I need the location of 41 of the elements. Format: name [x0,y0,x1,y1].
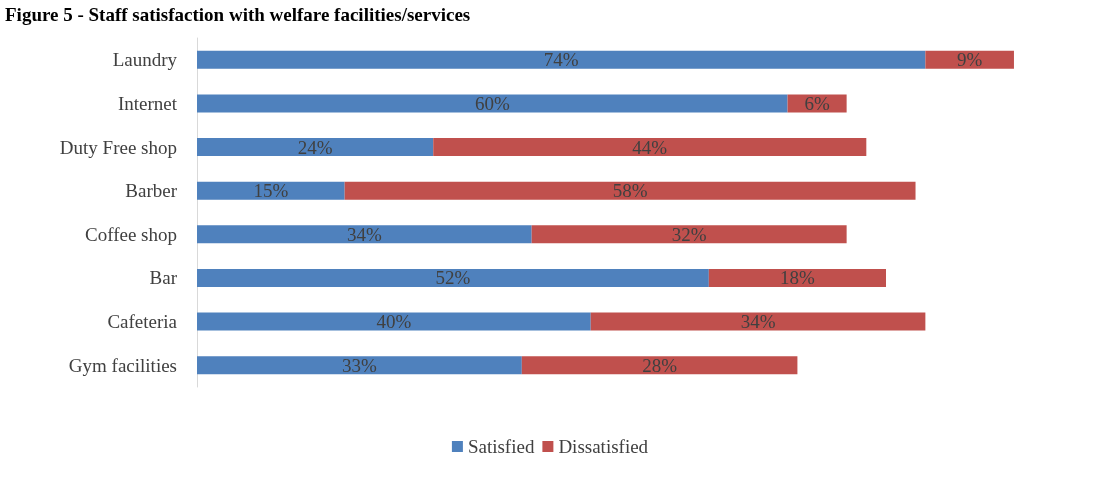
bar [197,50,926,69]
bar [433,138,867,157]
data-label: 52% [435,267,471,289]
bar [197,225,532,244]
bar [197,94,788,113]
data-label: 24% [297,136,333,158]
data-label: 60% [474,92,510,114]
data-label: 58% [612,180,648,202]
data-label: 18% [780,267,815,289]
y-tick-label: Internet [117,92,178,114]
bar [521,356,798,375]
data-label: 28% [642,354,678,376]
bar [590,312,926,331]
y-tick-label: Coffee shop [85,223,177,245]
chart-title: Figure 5 - Staff satisfaction with welfare facilities/services [5,4,471,25]
data-label: 9% [957,49,983,71]
bar [708,268,886,287]
data-label: 15% [253,180,289,202]
y-tick-label: Laundry [112,49,178,71]
bar [197,181,345,200]
bar [197,356,522,375]
data-label: 6% [804,92,830,114]
data-label: 40% [376,311,412,333]
bar [344,181,916,200]
data-label: 74% [543,49,579,71]
data-label: 33% [341,354,377,376]
y-tick-label: Duty Free shop [59,136,177,158]
bar [531,225,847,244]
y-tick-label: Bar [149,267,178,289]
y-tick-label: Gym facilities [68,354,177,376]
y-tick-label: Cafeteria [107,311,178,333]
bar [197,138,434,157]
bar [197,268,709,287]
bar [197,312,591,331]
data-label: 34% [740,311,776,333]
data-label: 34% [346,223,382,245]
data-label: 32% [671,223,707,245]
y-tick-label: Barber [125,180,178,202]
legend-label: Satisfied [467,436,535,457]
legend-label: Dissatisfied [558,436,649,457]
data-label: 44% [632,136,668,158]
